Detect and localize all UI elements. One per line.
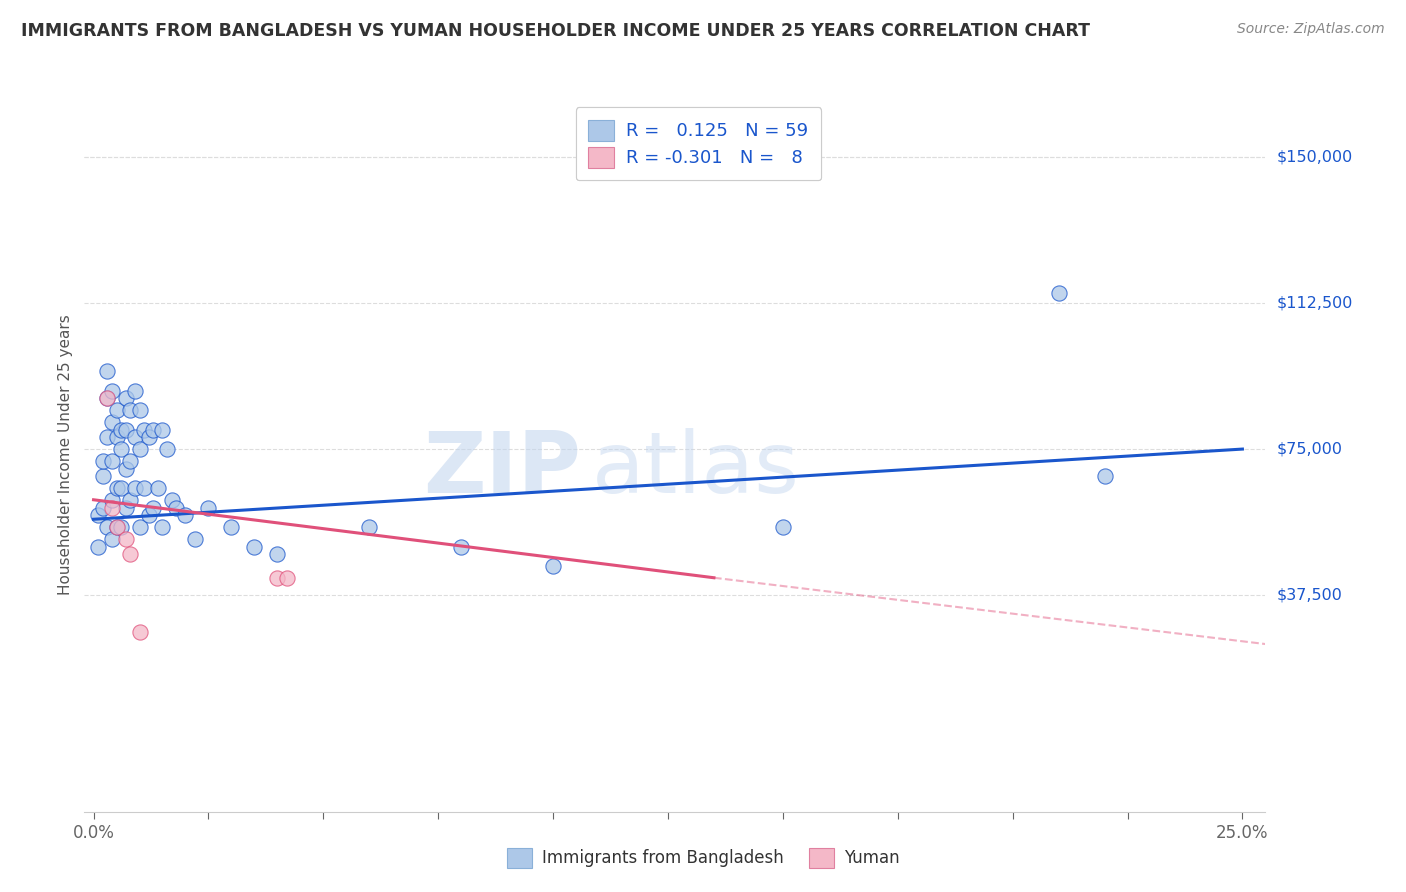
Y-axis label: Householder Income Under 25 years: Householder Income Under 25 years	[58, 315, 73, 595]
Point	[450, 540, 472, 554]
Point	[266, 571, 288, 585]
Point	[243, 540, 266, 554]
Point	[96, 520, 118, 534]
Point	[114, 392, 136, 406]
Point	[120, 547, 142, 561]
Point	[96, 392, 118, 406]
Point	[114, 423, 136, 437]
Point	[105, 481, 128, 495]
Point	[152, 423, 174, 437]
Point	[128, 442, 150, 456]
Text: atlas: atlas	[592, 427, 800, 511]
Point	[105, 403, 128, 417]
Point	[105, 430, 128, 444]
Point	[1047, 286, 1070, 301]
Text: $75,000: $75,000	[1277, 442, 1343, 457]
Point	[174, 508, 197, 523]
Point	[146, 481, 169, 495]
Point	[101, 454, 124, 468]
Point	[197, 500, 219, 515]
Point	[132, 423, 155, 437]
Point	[124, 384, 146, 398]
Point	[138, 508, 160, 523]
Point	[160, 492, 183, 507]
Point	[165, 500, 187, 515]
Point	[96, 430, 118, 444]
Text: IMMIGRANTS FROM BANGLADESH VS YUMAN HOUSEHOLDER INCOME UNDER 25 YEARS CORRELATIO: IMMIGRANTS FROM BANGLADESH VS YUMAN HOUS…	[21, 22, 1090, 40]
Point	[110, 520, 132, 534]
Point	[142, 500, 165, 515]
Point	[101, 492, 124, 507]
Point	[110, 423, 132, 437]
Point	[276, 571, 298, 585]
Point	[105, 520, 128, 534]
Point	[110, 481, 132, 495]
Point	[124, 481, 146, 495]
Point	[114, 500, 136, 515]
Point	[101, 532, 124, 546]
Point	[91, 454, 114, 468]
Point	[128, 520, 150, 534]
Point	[120, 403, 142, 417]
Point	[183, 532, 205, 546]
Point	[87, 540, 110, 554]
Point	[101, 415, 124, 429]
Text: Source: ZipAtlas.com: Source: ZipAtlas.com	[1237, 22, 1385, 37]
Point	[142, 423, 165, 437]
Point	[152, 520, 174, 534]
Point	[266, 547, 288, 561]
Legend: R =   0.125   N = 59, R = -0.301   N =   8: R = 0.125 N = 59, R = -0.301 N = 8	[576, 107, 821, 180]
Point	[120, 454, 142, 468]
Point	[156, 442, 179, 456]
Point	[772, 520, 794, 534]
Point	[221, 520, 243, 534]
Point	[541, 559, 564, 574]
Point	[91, 469, 114, 483]
Legend: Immigrants from Bangladesh, Yuman: Immigrants from Bangladesh, Yuman	[501, 841, 905, 875]
Text: $37,500: $37,500	[1277, 588, 1343, 603]
Point	[138, 430, 160, 444]
Point	[96, 392, 118, 406]
Point	[128, 625, 150, 640]
Point	[120, 492, 142, 507]
Point	[128, 403, 150, 417]
Point	[110, 442, 132, 456]
Point	[105, 520, 128, 534]
Point	[101, 384, 124, 398]
Point	[1094, 469, 1116, 483]
Text: $150,000: $150,000	[1277, 149, 1353, 164]
Point	[101, 500, 124, 515]
Point	[96, 364, 118, 378]
Point	[114, 461, 136, 475]
Text: ZIP: ZIP	[423, 427, 581, 511]
Text: $112,500: $112,500	[1277, 295, 1353, 310]
Point	[132, 481, 155, 495]
Point	[124, 430, 146, 444]
Point	[359, 520, 381, 534]
Point	[91, 500, 114, 515]
Point	[87, 508, 110, 523]
Point	[114, 532, 136, 546]
